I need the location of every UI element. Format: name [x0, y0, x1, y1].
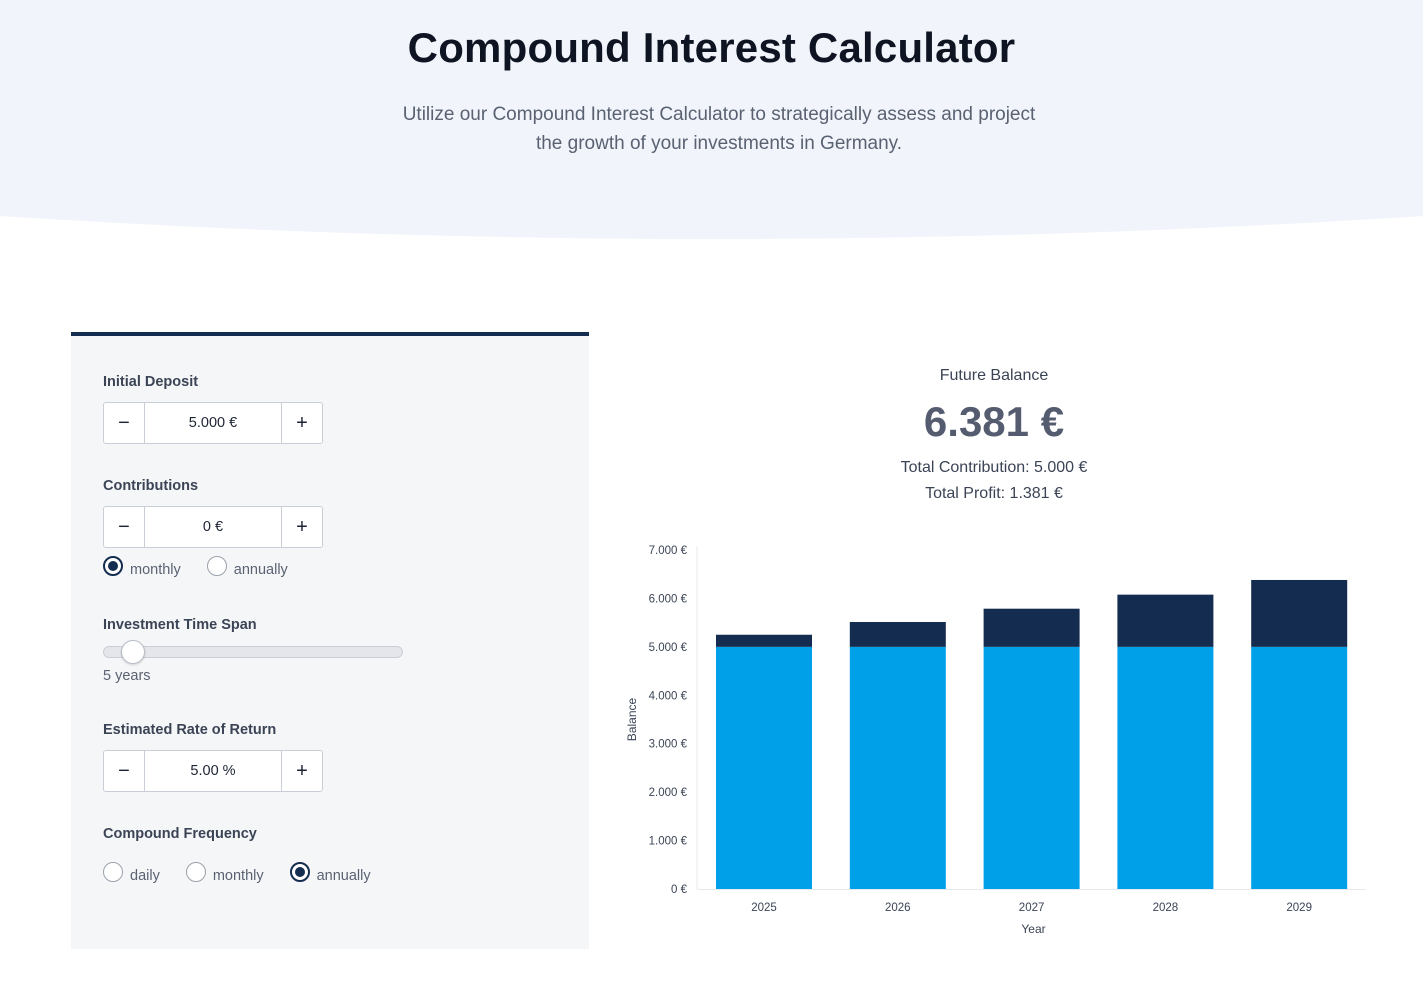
contributions-annually-radio[interactable]: annually	[206, 556, 288, 578]
bar-principal	[1251, 646, 1348, 889]
contributions-label: Contributions	[103, 478, 199, 494]
bar-interest	[1117, 594, 1214, 647]
slider-thumb[interactable]	[121, 640, 145, 664]
radio-unchecked-icon	[206, 556, 227, 576]
compound-frequency-label: Compound Frequency	[103, 826, 257, 842]
contributions-increment-button[interactable]: +	[281, 507, 322, 547]
x-tick-label: 2028	[1153, 902, 1179, 914]
compound-daily-radio[interactable]: daily	[103, 862, 160, 884]
radio-label: monthly	[130, 562, 181, 578]
subtitle-line-2: the growth of your investments in German…	[535, 133, 903, 154]
bar-interest	[983, 608, 1080, 647]
bar-interest	[716, 634, 812, 647]
radio-label: monthly	[212, 868, 264, 884]
x-tick-label: 2027	[1019, 902, 1045, 914]
time-span-value: 5 years	[103, 668, 151, 684]
future-balance-label: Future Balance	[939, 367, 1049, 384]
initial-deposit-input[interactable]: 5.000 €	[188, 415, 238, 431]
y-axis-title: Balance	[625, 697, 639, 741]
y-tick-label: 3.000 €	[649, 739, 688, 751]
initial-deposit-label: Initial Deposit	[103, 374, 199, 390]
bar-principal	[1117, 646, 1214, 889]
radio-label: annually	[233, 562, 288, 578]
rate-label: Estimated Rate of Return	[103, 722, 277, 738]
bar-interest	[849, 622, 946, 647]
calculator-form: Initial Deposit − 5.000 € + Contribution…	[71, 332, 589, 949]
hero-section: Compound Interest Calculator Utilize our…	[0, 0, 1423, 240]
radio-checked-icon	[289, 862, 310, 882]
x-tick-label: 2026	[885, 902, 911, 914]
radio-checked-icon	[103, 556, 123, 576]
balance-chart: 0 € 1.000 € 2.000 € 3.000 € 4.000 € 5.000 € 6.…	[625, 545, 1366, 936]
bar-principal	[716, 646, 812, 889]
y-tick-label: 2.000 €	[649, 787, 688, 799]
x-tick-label: 2029	[1286, 902, 1312, 914]
radio-unchecked-icon	[103, 862, 123, 882]
initial-deposit-stepper: − 5.000 € +	[103, 402, 323, 444]
initial-deposit-decrement-button[interactable]: −	[104, 403, 145, 443]
page-subtitle: Utilize our Compound Interest Calculator…	[360, 100, 1078, 158]
rate-decrement-button[interactable]: −	[104, 751, 145, 791]
contributions-monthly-radio[interactable]: monthly	[103, 556, 181, 578]
compound-frequency-group: daily monthly annually	[103, 862, 397, 884]
subtitle-line-1: Utilize our Compound Interest Calculator…	[402, 104, 1036, 125]
radio-unchecked-icon	[185, 862, 206, 882]
y-tick-label: 5.000 €	[649, 642, 688, 654]
y-tick-label: 1.000 €	[649, 836, 688, 848]
bar-principal	[849, 646, 946, 889]
contributions-frequency-group: monthly annually	[103, 556, 314, 578]
compound-monthly-radio[interactable]: monthly	[185, 862, 264, 884]
time-span-label: Investment Time Span	[103, 617, 257, 633]
time-span-slider[interactable]	[103, 640, 403, 664]
rate-increment-button[interactable]: +	[281, 751, 322, 791]
y-tick-label: 7.000 €	[649, 545, 688, 557]
bar-interest	[1251, 579, 1348, 647]
radio-label: annually	[316, 868, 371, 884]
hero-background	[0, 0, 1423, 239]
total-profit: Total Profit: 1.381 €	[925, 485, 1063, 502]
future-balance-value: 6.381 €	[923, 398, 1065, 445]
rate-stepper: − 5.00 % +	[103, 750, 323, 792]
slider-track[interactable]	[103, 646, 403, 658]
x-axis-title: Year	[1021, 922, 1045, 936]
bar-principal	[983, 646, 1080, 889]
compound-annually-radio[interactable]: annually	[289, 862, 371, 884]
contributions-stepper: − 0 € +	[103, 506, 323, 548]
contributions-decrement-button[interactable]: −	[104, 507, 145, 547]
page-title: Compound Interest Calculator	[407, 24, 1016, 71]
rate-input[interactable]: 5.00 %	[190, 763, 236, 779]
y-tick-label: 0 €	[671, 884, 688, 896]
x-tick-label: 2025	[751, 902, 777, 914]
y-tick-label: 4.000 €	[649, 690, 688, 702]
total-contribution: Total Contribution: 5.000 €	[900, 459, 1088, 476]
contributions-input[interactable]: 0 €	[202, 519, 224, 535]
y-tick-label: 6.000 €	[649, 593, 688, 605]
initial-deposit-increment-button[interactable]: +	[281, 403, 322, 443]
radio-label: daily	[130, 868, 160, 884]
